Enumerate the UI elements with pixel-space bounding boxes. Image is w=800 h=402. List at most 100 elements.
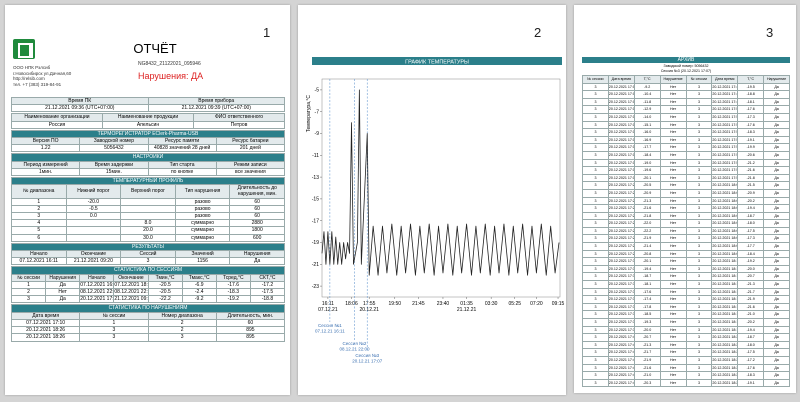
table-cell: 3 xyxy=(582,272,609,282)
table-cell: Нет xyxy=(659,166,687,175)
table-cell: 20.12.2021 18:09 xyxy=(711,249,739,259)
table-cell: 3 xyxy=(685,234,713,244)
column-row: № сессии Дата время T,°C Нарушение № сессии Д… xyxy=(582,75,790,84)
table-cell: по кнопке xyxy=(147,167,217,177)
table-row: 3 20.12.2021 17:38 -19.3 Нет 3 20.12.2021 18:… xyxy=(582,318,790,327)
x-tick-label: 09:15 xyxy=(552,301,565,307)
column-header: Длительность до нарушения, мин. xyxy=(229,184,285,199)
table-cell: 21.12.2021 09:36 (UTC+07:00) xyxy=(11,104,149,113)
session-label: Сессия №2 xyxy=(343,341,367,346)
table-cell: 3 xyxy=(685,302,713,312)
table-cell: 20.12.2021 17:22 xyxy=(607,196,635,206)
table-cell: 3 xyxy=(685,158,713,168)
table-cell: -20.5 xyxy=(147,288,183,297)
table-cell: -14.0 xyxy=(633,112,661,122)
table-cell: -17.4 xyxy=(633,295,661,304)
table-cell: 20.12.2021 18:13 xyxy=(711,280,739,289)
table-row: Россия Апельсин Петров xyxy=(11,120,285,129)
table-row: 3 20.12.2021 17:27 -21.9 Нет 3 20.12.2021 18:… xyxy=(582,234,790,244)
table-cell: 201 дней xyxy=(215,144,286,153)
table-cell: 07.12.2021 17:10 xyxy=(10,318,81,328)
table-cell: 20.12.2021 17:49 xyxy=(711,97,739,107)
table-cell: 20.12.2021 18:16 xyxy=(711,302,739,312)
table-cell: Да xyxy=(763,249,790,259)
table-row: 3 20.12.2021 17:23 -21.6 Нет 3 20.12.2021 18:… xyxy=(582,204,790,213)
table-cell: 3 xyxy=(582,105,609,114)
table-cell: Да xyxy=(763,150,790,160)
company: ООО НПК Рэлсиб г.Новосибирск ул.Дачная,60… xyxy=(13,65,71,87)
table-cell: Нет xyxy=(659,143,687,152)
table-cell: 3 xyxy=(582,128,609,137)
table-row: 3 20.12.2021 17:20 -20.5 Нет 3 20.12.2021 18:… xyxy=(582,181,790,190)
table-cell: -17.2 xyxy=(249,280,286,290)
section-heading: НАСТРОЙКИ xyxy=(11,153,285,162)
column-header: Окончание xyxy=(113,273,149,282)
table-cell: 3 xyxy=(582,348,609,357)
table-cell: -17.5 xyxy=(249,288,286,297)
report-id: NG8432_21122021_095946 xyxy=(138,61,201,67)
table-cell: -18.4 xyxy=(737,249,765,259)
logo xyxy=(13,39,35,59)
table-cell: 20.12.2021 17:36 xyxy=(607,302,635,312)
table-cell: разово xyxy=(174,197,231,206)
table-cell: -2.4 xyxy=(181,288,217,297)
table-cell: 20.12.2021 17:58 xyxy=(711,166,739,175)
table-cell: 60 xyxy=(229,204,285,214)
table-cell: 20.12.2021 17:09 xyxy=(607,97,635,107)
page: 1 ОТЧЁТ NG8432_21122021_095946 Нарушения… xyxy=(5,5,290,395)
y-tick-label: -15 xyxy=(312,197,319,203)
table-cell: 08.12.2021 22:00 xyxy=(79,288,115,297)
archive-grid: № сессии Дата время T,°C Нарушение № сессии Д… xyxy=(582,75,790,388)
column-row: Наименование организации Наименование про… xyxy=(11,113,285,122)
table-cell: -21.6 xyxy=(737,166,765,175)
table-cell: -21.6 xyxy=(633,204,661,213)
table-cell: 20.12.2021 18:11 xyxy=(711,264,739,274)
table-cell: 0.0 xyxy=(65,212,122,221)
subtitle-line: Сессия №3 (20.12.2021 17:07) xyxy=(660,68,712,73)
table-cell: 07.12.2021 16:11 xyxy=(79,280,115,290)
table-cell: 3 xyxy=(685,173,713,183)
table-cell: 3 xyxy=(582,204,609,213)
table-cell: -15.1 xyxy=(633,120,661,130)
column-row: Период измерений Время задержки Тип старта… xyxy=(10,160,286,169)
table-cell: -18.7 xyxy=(633,272,661,282)
table-cell: 3 xyxy=(582,226,609,236)
table-cell: 3 xyxy=(685,90,713,99)
table-cell: 20.12.2021 17:25 xyxy=(607,219,635,228)
table-cell: 20.12.2021 17:20 xyxy=(607,181,635,190)
table-cell: Да xyxy=(763,348,790,357)
table-cell: 20.12.2021 17:31 xyxy=(607,264,635,274)
table-cell: 3 xyxy=(582,340,609,350)
table-cell: -20.9 xyxy=(633,188,661,198)
table-cell: -17.3 xyxy=(737,112,765,122)
table-cell: 20.12.2021 18:04 xyxy=(711,211,739,221)
table-cell: 2880 xyxy=(229,219,285,228)
table-cell: 20.12.2021 17:54 xyxy=(711,135,739,145)
table-cell: 40828 значений 28 дней xyxy=(147,144,217,153)
column-header: Нарушение xyxy=(763,75,790,84)
table-cell: 3 xyxy=(685,135,713,145)
table-cell: -18.1 xyxy=(633,280,661,289)
table-cell: -17.5 xyxy=(737,348,765,357)
table-cell: 20.12.2021 17:10 xyxy=(607,105,635,114)
table-cell: 8.0 xyxy=(120,219,176,228)
table-cell: 20.12.2021 17:48 xyxy=(711,90,739,99)
table-row: 20.12.2021 18:26 3 3 895 xyxy=(10,333,286,342)
table-cell: 20.12.2021 18:05 xyxy=(711,219,739,228)
table-cell: 20.12.2021 17:57 xyxy=(711,158,739,168)
table-cell xyxy=(65,226,122,235)
table-cell: -18.5 xyxy=(633,310,661,319)
table-cell: 2 xyxy=(147,318,217,328)
table-cell: 3 xyxy=(685,97,713,107)
table-cell: 20.12.2021 18:03 xyxy=(711,204,739,213)
page: 2 ГРАФИК ТЕМПЕРАТУРЫ Температура,°C -5 -7… xyxy=(298,5,566,395)
table-cell: 3 xyxy=(685,378,713,388)
table-cell: 20.12.2021 17:32 xyxy=(607,272,635,282)
table-cell: Да xyxy=(763,82,790,92)
table-cell: 3 xyxy=(582,310,609,319)
table-cell: -20.1 xyxy=(633,173,661,183)
table-cell xyxy=(120,197,176,206)
table-cell: 20.12.2021 18:17 xyxy=(711,310,739,319)
table-cell: 3 xyxy=(685,112,713,122)
table-cell: Да xyxy=(763,302,790,312)
